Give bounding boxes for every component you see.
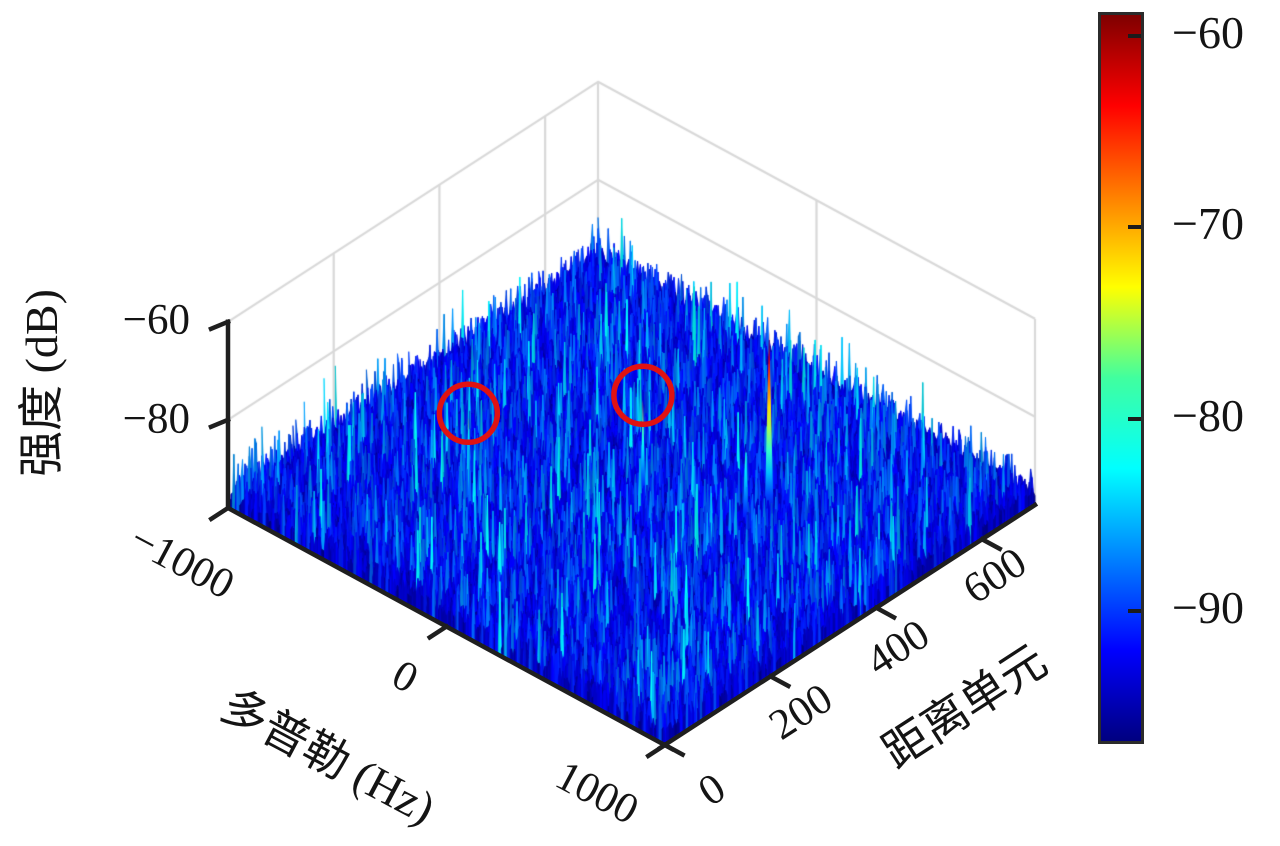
y-axis-tick <box>661 741 686 758</box>
colorbar <box>1098 12 1144 744</box>
colorbar-tick-label: −90 <box>1172 582 1244 633</box>
target-annotation-circle <box>611 363 675 428</box>
x-axis-line <box>224 504 676 753</box>
x-axis-tick <box>208 504 232 522</box>
colorbar-tick-label: −60 <box>1172 7 1244 58</box>
z-axis-label: 强度 (dB) <box>16 289 67 477</box>
y-axis-tick <box>873 604 898 621</box>
x-axis-tick <box>645 741 669 759</box>
colorbar-tick <box>1128 225 1141 229</box>
z-tick-label: −80 <box>122 395 190 443</box>
colorbar-tick-label: −70 <box>1172 198 1244 249</box>
colorbar-tick <box>1128 417 1141 421</box>
y-axis-tick <box>979 536 1003 552</box>
target-annotation-circle <box>436 381 501 446</box>
z-tick-label: −60 <box>122 296 190 344</box>
colorbar-tick-label: −80 <box>1172 390 1244 441</box>
x-axis-tick <box>426 623 450 641</box>
y-axis-line <box>656 501 1039 752</box>
z-axis-tick <box>208 416 231 430</box>
z-axis-tick <box>208 318 231 332</box>
colorbar-tick <box>1128 34 1141 38</box>
y-axis-tick <box>767 673 792 690</box>
colorbar-tick <box>1128 609 1141 613</box>
